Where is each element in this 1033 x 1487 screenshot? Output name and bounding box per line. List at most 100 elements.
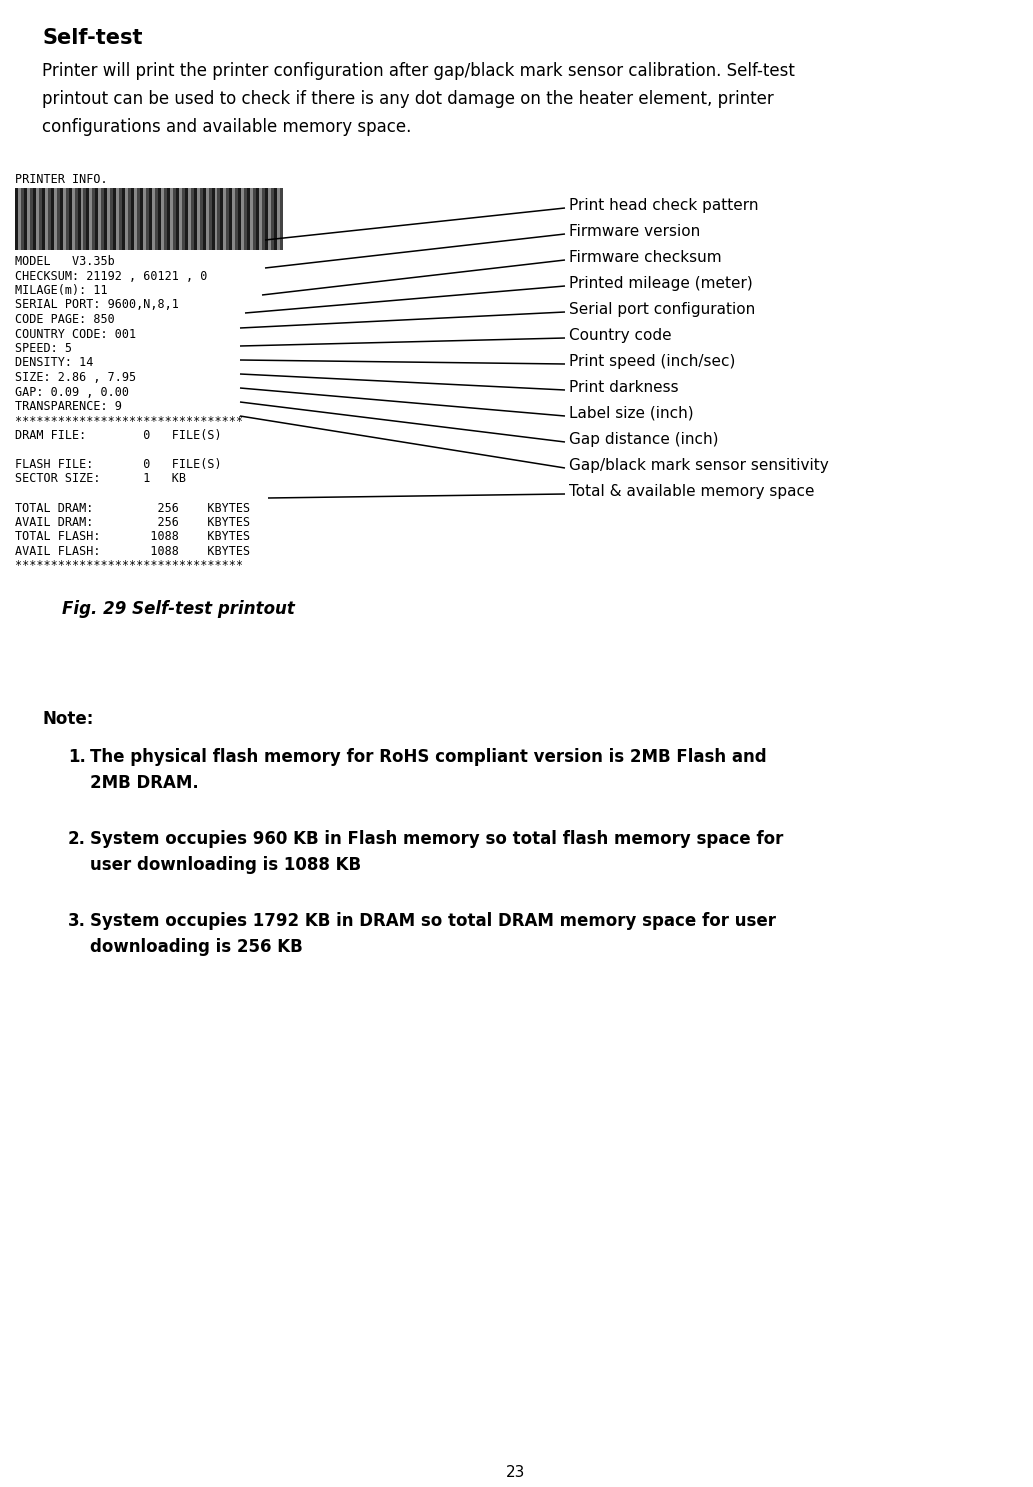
Bar xyxy=(134,187,137,250)
Bar xyxy=(39,187,41,250)
Bar xyxy=(271,187,274,250)
Bar xyxy=(244,187,247,250)
Bar xyxy=(122,187,125,250)
Bar xyxy=(21,187,24,250)
Bar xyxy=(269,187,271,250)
Bar xyxy=(114,187,117,250)
Bar xyxy=(169,187,173,250)
Bar xyxy=(119,187,122,250)
Bar xyxy=(60,187,63,250)
Text: PRINTER INFO.: PRINTER INFO. xyxy=(15,172,107,186)
Bar xyxy=(18,187,21,250)
Bar xyxy=(87,187,90,250)
Bar xyxy=(250,187,253,250)
Bar xyxy=(182,187,185,250)
Bar xyxy=(90,187,92,250)
Text: Gap distance (inch): Gap distance (inch) xyxy=(569,433,719,448)
Bar xyxy=(41,187,44,250)
Bar xyxy=(277,187,280,250)
Bar xyxy=(51,187,54,250)
Text: GAP: 0.09 , 0.00: GAP: 0.09 , 0.00 xyxy=(15,385,129,399)
Text: 1.: 1. xyxy=(68,748,86,766)
Bar xyxy=(54,187,57,250)
Bar xyxy=(104,187,107,250)
Bar xyxy=(92,187,95,250)
Bar xyxy=(137,187,140,250)
Text: DRAM FILE:        0   FILE(S): DRAM FILE: 0 FILE(S) xyxy=(15,430,222,442)
Text: System occupies 1792 KB in DRAM so total DRAM memory space for user: System occupies 1792 KB in DRAM so total… xyxy=(90,912,776,929)
Bar xyxy=(36,187,39,250)
Bar xyxy=(63,187,66,250)
Bar xyxy=(98,187,101,250)
Text: SECTOR SIZE:      1   KB: SECTOR SIZE: 1 KB xyxy=(15,473,186,485)
Bar xyxy=(68,187,71,250)
Bar xyxy=(188,187,191,250)
Bar xyxy=(173,187,176,250)
Bar xyxy=(146,187,149,250)
Bar xyxy=(74,187,77,250)
Bar xyxy=(191,187,193,250)
Bar xyxy=(253,187,256,250)
Bar xyxy=(158,187,161,250)
Bar xyxy=(84,187,87,250)
Text: Total & available memory space: Total & available memory space xyxy=(569,483,814,500)
Bar xyxy=(95,187,98,250)
Text: Self-test: Self-test xyxy=(42,28,143,48)
Bar xyxy=(15,187,18,250)
Bar xyxy=(239,187,242,250)
Text: Printer will print the printer configuration after gap/black mark sensor calibra: Printer will print the printer configura… xyxy=(42,62,794,80)
Bar xyxy=(81,187,84,250)
Bar xyxy=(101,187,104,250)
Bar xyxy=(149,187,152,250)
Text: SERIAL PORT: 9600,N,8,1: SERIAL PORT: 9600,N,8,1 xyxy=(15,299,179,311)
Text: Label size (inch): Label size (inch) xyxy=(569,406,693,421)
Text: Print speed (inch/sec): Print speed (inch/sec) xyxy=(569,354,735,369)
Bar xyxy=(185,187,188,250)
Bar xyxy=(206,187,209,250)
Text: ********************************: ******************************** xyxy=(15,559,243,572)
Bar xyxy=(232,187,236,250)
Text: printout can be used to check if there is any dot damage on the heater element, : printout can be used to check if there i… xyxy=(42,91,774,109)
Bar xyxy=(242,187,244,250)
Bar xyxy=(236,187,239,250)
Bar xyxy=(179,187,182,250)
Text: 2MB DRAM.: 2MB DRAM. xyxy=(90,775,198,793)
Bar xyxy=(143,187,146,250)
Bar xyxy=(71,187,74,250)
Bar xyxy=(30,187,33,250)
Bar xyxy=(77,187,81,250)
Text: System occupies 960 KB in Flash memory so total flash memory space for: System occupies 960 KB in Flash memory s… xyxy=(90,830,783,848)
Bar xyxy=(27,187,30,250)
Bar xyxy=(265,187,269,250)
Bar xyxy=(155,187,158,250)
Bar xyxy=(24,187,27,250)
Bar xyxy=(259,187,262,250)
Bar xyxy=(215,187,218,250)
Text: DENSITY: 14: DENSITY: 14 xyxy=(15,357,93,369)
Text: AVAIL FLASH:       1088    KBYTES: AVAIL FLASH: 1088 KBYTES xyxy=(15,546,250,558)
Text: Gap/black mark sensor sensitivity: Gap/black mark sensor sensitivity xyxy=(569,458,828,473)
Text: ********************************: ******************************** xyxy=(15,415,243,427)
Text: 2.: 2. xyxy=(68,830,86,848)
Text: AVAIL DRAM:         256    KBYTES: AVAIL DRAM: 256 KBYTES xyxy=(15,516,250,529)
Text: user downloading is 1088 KB: user downloading is 1088 KB xyxy=(90,857,362,874)
Text: Note:: Note: xyxy=(42,709,93,729)
Text: Country code: Country code xyxy=(569,329,671,343)
Text: Firmware version: Firmware version xyxy=(569,225,700,239)
Bar xyxy=(161,187,164,250)
Text: The physical flash memory for RoHS compliant version is 2MB Flash and: The physical flash memory for RoHS compl… xyxy=(90,748,766,766)
Text: 23: 23 xyxy=(506,1465,526,1480)
Bar xyxy=(193,187,196,250)
Bar xyxy=(33,187,36,250)
Bar xyxy=(218,187,220,250)
Text: FLASH FILE:       0   FILE(S): FLASH FILE: 0 FILE(S) xyxy=(15,458,222,471)
Bar xyxy=(48,187,51,250)
Bar xyxy=(247,187,250,250)
Text: COUNTRY CODE: 001: COUNTRY CODE: 001 xyxy=(15,327,136,341)
Bar xyxy=(128,187,131,250)
Text: TOTAL FLASH:       1088    KBYTES: TOTAL FLASH: 1088 KBYTES xyxy=(15,531,250,544)
Text: MODEL   V3.35b: MODEL V3.35b xyxy=(15,254,115,268)
Bar xyxy=(209,187,212,250)
Bar xyxy=(117,187,119,250)
Bar xyxy=(223,187,226,250)
